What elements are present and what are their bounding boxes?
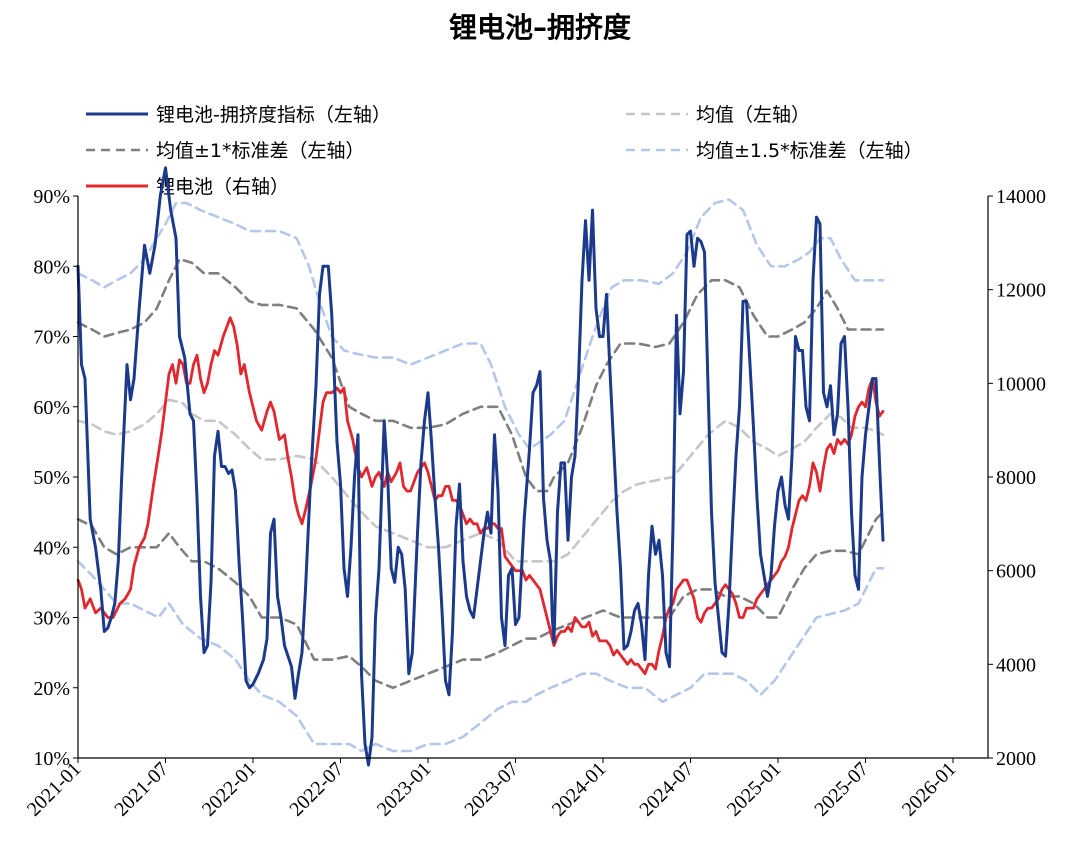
- right-tick-label: 6000: [996, 561, 1036, 583]
- right-tick-label: 12000: [996, 280, 1046, 302]
- series-band1-line-2: [76, 257, 885, 493]
- x-tick-label: 2022-01: [198, 758, 261, 821]
- legend-label-band1: 均值±1*标准差（左轴）: [156, 140, 365, 162]
- series-price-line-6: [76, 316, 885, 676]
- x-tick-label: 2023-01: [373, 758, 436, 821]
- x-tick-label: 2024-07: [635, 758, 698, 821]
- x-tick-label: 2024-01: [548, 758, 611, 821]
- legend: 锂电池-拥挤度指标（左轴） 均值（左轴） 均值±1*标准差（左轴） 均值±1.5*标准…: [86, 104, 923, 198]
- series-index-line-0: [76, 166, 885, 767]
- legend-label-index: 锂电池-拥挤度指标（左轴）: [156, 104, 391, 126]
- right-tick-label: 4000: [996, 654, 1036, 676]
- right-tick-label: 14000: [996, 186, 1046, 208]
- legend-label-band15: 均值±1.5*标准差（左轴）: [696, 140, 923, 162]
- x-tick-label: 2022-07: [285, 758, 348, 821]
- x-tick-label: 2023-07: [460, 758, 523, 821]
- left-tick-label: 40%: [33, 537, 70, 559]
- left-tick-label: 50%: [33, 467, 70, 489]
- legend-label-mean: 均值（左轴）: [696, 104, 810, 126]
- legend-label-price: 锂电池（右轴）: [156, 176, 289, 198]
- left-tick-label: 20%: [33, 678, 70, 700]
- right-tick-label: 10000: [996, 373, 1046, 395]
- series-band15-line-4: [76, 198, 885, 451]
- series-band1-line-3: [76, 510, 885, 690]
- x-tick-label: 2025-07: [810, 758, 873, 821]
- x-tick-label: 2026-01: [898, 758, 961, 821]
- x-tick-label: 2021-07: [110, 758, 173, 821]
- plot-lines: [76, 166, 885, 767]
- left-tick-label: 70%: [33, 327, 70, 349]
- left-tick-label: 10%: [33, 748, 70, 770]
- x-tick-label: 2025-01: [723, 758, 786, 821]
- chart-title: 锂电池–拥挤度: [448, 11, 631, 44]
- left-tick-label: 90%: [33, 186, 70, 208]
- left-tick-label: 80%: [33, 256, 70, 278]
- left-tick-label: 60%: [33, 397, 70, 419]
- right-tick-label: 8000: [996, 467, 1036, 489]
- left-tick-label: 30%: [33, 608, 70, 630]
- right-tick-label: 2000: [996, 748, 1036, 770]
